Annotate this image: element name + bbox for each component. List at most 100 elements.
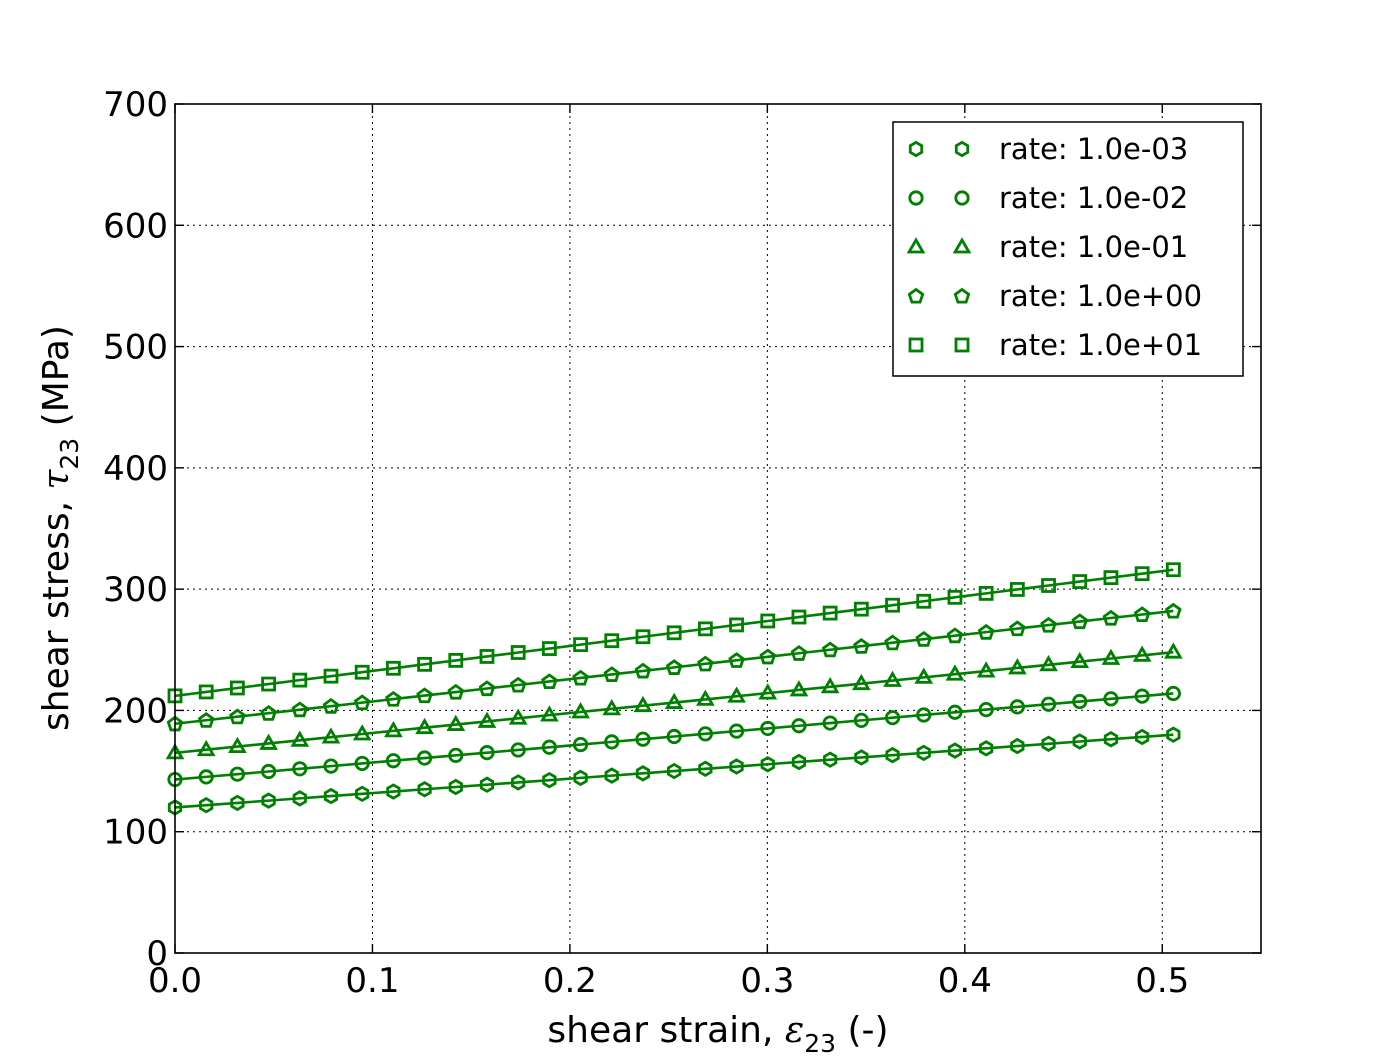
legend-box	[892, 121, 1244, 377]
data-point	[510, 645, 526, 660]
data-point	[664, 692, 684, 709]
data-point	[571, 702, 590, 719]
data-point	[698, 760, 713, 778]
data-point	[758, 683, 778, 700]
legend-label: rate: 1.0e-02	[999, 181, 1188, 215]
data-point	[323, 668, 339, 684]
data-point	[978, 585, 994, 601]
data-point	[884, 710, 901, 726]
data-point	[976, 661, 996, 678]
data-point	[914, 667, 934, 684]
data-point	[727, 686, 746, 703]
data-point	[853, 637, 870, 654]
data-point	[978, 701, 994, 718]
data-point	[821, 641, 839, 658]
data-point	[477, 711, 497, 728]
legend-entry: rate: 1.0e-01	[906, 230, 1188, 264]
data-point	[1072, 733, 1087, 750]
data-point	[759, 648, 777, 665]
data-point	[1072, 574, 1088, 589]
data-point	[323, 787, 339, 805]
data-point	[916, 744, 931, 762]
data-point	[479, 745, 495, 761]
data-point	[977, 623, 995, 640]
data-point	[198, 769, 214, 785]
data-point	[198, 684, 214, 700]
data-point	[1010, 737, 1025, 755]
data-point	[197, 712, 215, 728]
data-point	[509, 676, 527, 693]
series-square	[167, 562, 1181, 704]
data-point	[292, 672, 308, 688]
data-point	[916, 707, 932, 723]
data-point	[945, 664, 965, 681]
data-point	[1009, 699, 1025, 715]
data-point	[667, 762, 682, 780]
data-point	[448, 747, 464, 763]
data-point	[697, 726, 713, 742]
data-point	[386, 783, 401, 800]
data-point	[665, 659, 683, 675]
grid	[175, 104, 1261, 953]
legend-marker	[908, 337, 924, 353]
y-tick-label: 600	[103, 206, 168, 246]
legend-entry: rate: 1.0e-03	[908, 132, 1188, 166]
legend-entry: rate: 1.0e+01	[908, 328, 1202, 362]
data-point	[853, 712, 869, 728]
x-tick-label: 0.3	[740, 961, 794, 1001]
data-point	[416, 687, 433, 704]
data-point	[634, 662, 652, 679]
data-point	[604, 734, 620, 750]
data-point	[417, 656, 432, 672]
y-tick-label: 300	[103, 570, 168, 610]
legend: rate: 1.0e-03 rate: 1.0e-02 rate: 1.0e-01 r…	[892, 121, 1244, 377]
data-point	[729, 758, 744, 775]
data-point	[417, 781, 432, 798]
data-point	[259, 733, 278, 750]
data-point	[1007, 658, 1027, 675]
data-point	[1134, 566, 1150, 582]
y-axis-label: shear stress, τ23 (MPa)	[36, 325, 84, 731]
data-point	[261, 676, 276, 692]
y-tick-label: 100	[103, 813, 168, 853]
data-point	[479, 649, 495, 664]
data-point	[883, 670, 902, 687]
data-point	[353, 694, 371, 711]
data-point	[822, 715, 838, 731]
data-point	[229, 766, 245, 782]
data-point	[947, 704, 963, 720]
series-line	[174, 609, 1174, 726]
data-point	[602, 699, 622, 716]
data-point	[290, 730, 310, 747]
data-point	[760, 720, 776, 737]
data-point	[446, 714, 466, 731]
series-line	[174, 733, 1174, 809]
data-point	[791, 753, 807, 771]
data-point	[853, 601, 869, 617]
data-point	[354, 755, 370, 772]
data-point	[1041, 578, 1056, 593]
data-point	[228, 736, 247, 753]
data-point	[728, 652, 745, 668]
data-point	[261, 792, 276, 809]
data-point	[230, 794, 245, 812]
data-point	[791, 718, 807, 734]
data-point	[573, 637, 588, 653]
y-tick-label: 400	[103, 449, 168, 489]
x-tick-label: 0.1	[345, 961, 399, 1001]
series-hexagon	[167, 726, 1181, 816]
legend-label: rate: 1.0e-01	[999, 230, 1188, 264]
data-point	[542, 771, 557, 789]
legend-marker	[953, 287, 971, 304]
x-tick-label: 0.4	[938, 961, 992, 1001]
data-point	[633, 695, 653, 713]
data-point	[478, 680, 496, 697]
data-point	[541, 673, 558, 690]
data-point	[1041, 735, 1056, 752]
data-point	[1165, 602, 1182, 619]
data-point	[760, 613, 776, 629]
legend-entry: rate: 1.0e+00	[907, 279, 1202, 313]
data-point	[666, 728, 682, 745]
data-point	[947, 742, 963, 759]
